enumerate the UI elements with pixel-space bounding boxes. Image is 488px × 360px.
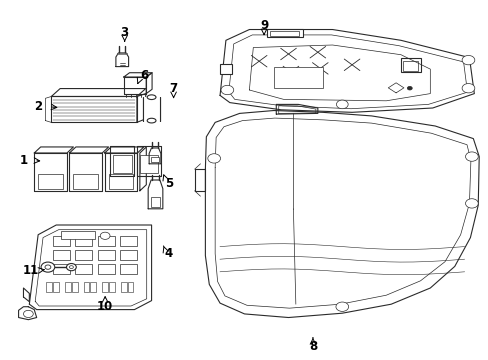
Text: 1: 1 — [20, 154, 27, 167]
Polygon shape — [104, 147, 143, 153]
Bar — [75, 250, 92, 260]
Circle shape — [335, 302, 348, 311]
Polygon shape — [278, 106, 315, 113]
Circle shape — [461, 84, 474, 93]
Bar — [53, 250, 70, 260]
Bar — [402, 61, 417, 71]
Polygon shape — [228, 35, 467, 109]
Bar — [269, 31, 299, 36]
Bar — [83, 282, 89, 292]
Bar — [127, 282, 133, 292]
Circle shape — [45, 265, 51, 269]
Circle shape — [23, 310, 33, 318]
Bar — [90, 282, 96, 292]
Bar — [273, 67, 322, 88]
Bar — [46, 282, 52, 292]
Ellipse shape — [147, 118, 156, 123]
Bar — [113, 155, 131, 173]
Bar — [65, 282, 71, 292]
Polygon shape — [146, 73, 152, 94]
Circle shape — [207, 154, 220, 163]
Circle shape — [407, 86, 411, 90]
Text: 7: 7 — [169, 82, 177, 95]
Polygon shape — [116, 53, 128, 67]
Polygon shape — [34, 147, 73, 153]
Polygon shape — [215, 118, 470, 308]
Bar — [38, 174, 63, 189]
FancyBboxPatch shape — [142, 97, 160, 121]
Text: 4: 4 — [164, 247, 172, 260]
Text: 11: 11 — [22, 264, 39, 277]
Bar — [53, 282, 59, 292]
Polygon shape — [110, 146, 134, 176]
Polygon shape — [45, 96, 51, 122]
Text: 2: 2 — [34, 100, 42, 113]
Ellipse shape — [147, 95, 156, 100]
Circle shape — [41, 262, 55, 272]
Bar — [53, 236, 70, 246]
Polygon shape — [220, 30, 473, 112]
Circle shape — [221, 85, 233, 95]
Polygon shape — [69, 147, 108, 153]
Bar — [120, 264, 137, 274]
Bar — [117, 53, 127, 54]
Polygon shape — [69, 153, 102, 191]
Bar — [151, 157, 159, 162]
Polygon shape — [249, 45, 429, 101]
Polygon shape — [51, 89, 145, 96]
Bar — [73, 174, 98, 189]
Polygon shape — [29, 225, 151, 310]
Polygon shape — [123, 73, 152, 77]
Polygon shape — [123, 77, 146, 94]
Circle shape — [465, 152, 477, 161]
Text: 8: 8 — [308, 340, 316, 353]
Text: 6: 6 — [140, 69, 148, 82]
Polygon shape — [35, 230, 146, 306]
Polygon shape — [51, 96, 137, 122]
Bar — [75, 236, 92, 246]
Bar — [53, 264, 70, 274]
Bar — [98, 264, 115, 274]
Bar — [75, 264, 92, 274]
Polygon shape — [34, 153, 67, 191]
Polygon shape — [148, 180, 163, 209]
Polygon shape — [19, 307, 37, 320]
Polygon shape — [104, 153, 137, 191]
Bar — [61, 231, 95, 239]
Circle shape — [66, 264, 76, 271]
Circle shape — [336, 100, 347, 109]
Bar — [150, 197, 160, 207]
Bar — [102, 282, 108, 292]
Bar — [108, 174, 133, 189]
Circle shape — [69, 266, 73, 269]
Bar — [140, 155, 158, 173]
Bar — [109, 282, 115, 292]
Polygon shape — [149, 148, 161, 164]
Polygon shape — [140, 147, 146, 191]
Text: 5: 5 — [164, 177, 172, 190]
Polygon shape — [137, 94, 145, 122]
Text: 10: 10 — [97, 300, 113, 313]
Polygon shape — [137, 146, 161, 176]
Bar — [72, 282, 78, 292]
Bar — [98, 236, 115, 246]
Bar — [98, 250, 115, 260]
Bar — [120, 236, 137, 246]
Circle shape — [461, 55, 474, 65]
Circle shape — [465, 199, 477, 208]
Bar — [121, 282, 126, 292]
Text: 3: 3 — [121, 26, 128, 39]
Bar — [120, 250, 137, 260]
Circle shape — [100, 232, 110, 239]
Bar — [219, 64, 231, 74]
Text: 9: 9 — [260, 19, 267, 32]
Polygon shape — [387, 83, 403, 93]
Polygon shape — [276, 104, 317, 114]
Polygon shape — [205, 111, 478, 318]
Bar — [266, 29, 303, 37]
Polygon shape — [23, 288, 29, 302]
Bar — [400, 58, 420, 72]
Polygon shape — [194, 169, 205, 191]
